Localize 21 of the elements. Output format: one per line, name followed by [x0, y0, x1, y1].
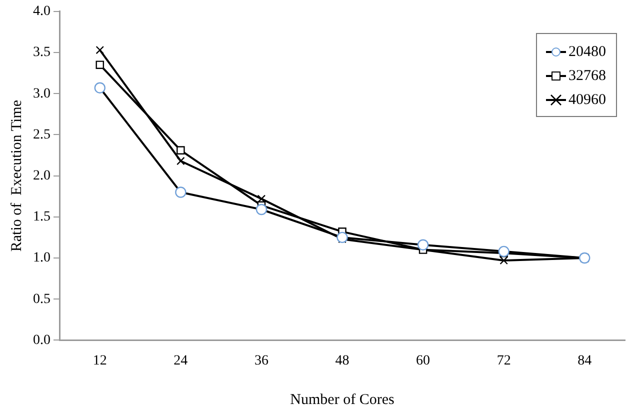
y-tick-label: 0.0 — [33, 332, 50, 348]
y-tick-label: 1.5 — [33, 210, 50, 225]
legend-label: 32768 — [568, 68, 606, 85]
x-tick-label: 48 — [335, 353, 350, 368]
y-tick-label: 1.0 — [33, 250, 50, 266]
x-axis-title: Number of Cores — [290, 392, 394, 408]
y-tick-label: 2.5 — [33, 127, 50, 142]
y-tick-label: 3.0 — [33, 86, 50, 102]
x-tick-label: 84 — [578, 353, 592, 368]
legend-label: 20480 — [568, 44, 606, 61]
x-tick-label: 12 — [92, 353, 107, 368]
y-axis-title: Ratio of Execution Time — [8, 100, 25, 252]
y-tick-label: 2.0 — [33, 168, 50, 184]
x-tick-label: 36 — [254, 353, 268, 368]
y-tick-label: 3.5 — [33, 45, 50, 60]
legend-label: 40960 — [568, 92, 606, 109]
x-tick-label: 72 — [496, 353, 511, 368]
y-tick-label: 4.0 — [33, 4, 50, 20]
x-tick-label: 60 — [416, 353, 430, 368]
x-tick-label: 24 — [174, 353, 188, 368]
y-tick-label: 0.5 — [33, 292, 50, 307]
